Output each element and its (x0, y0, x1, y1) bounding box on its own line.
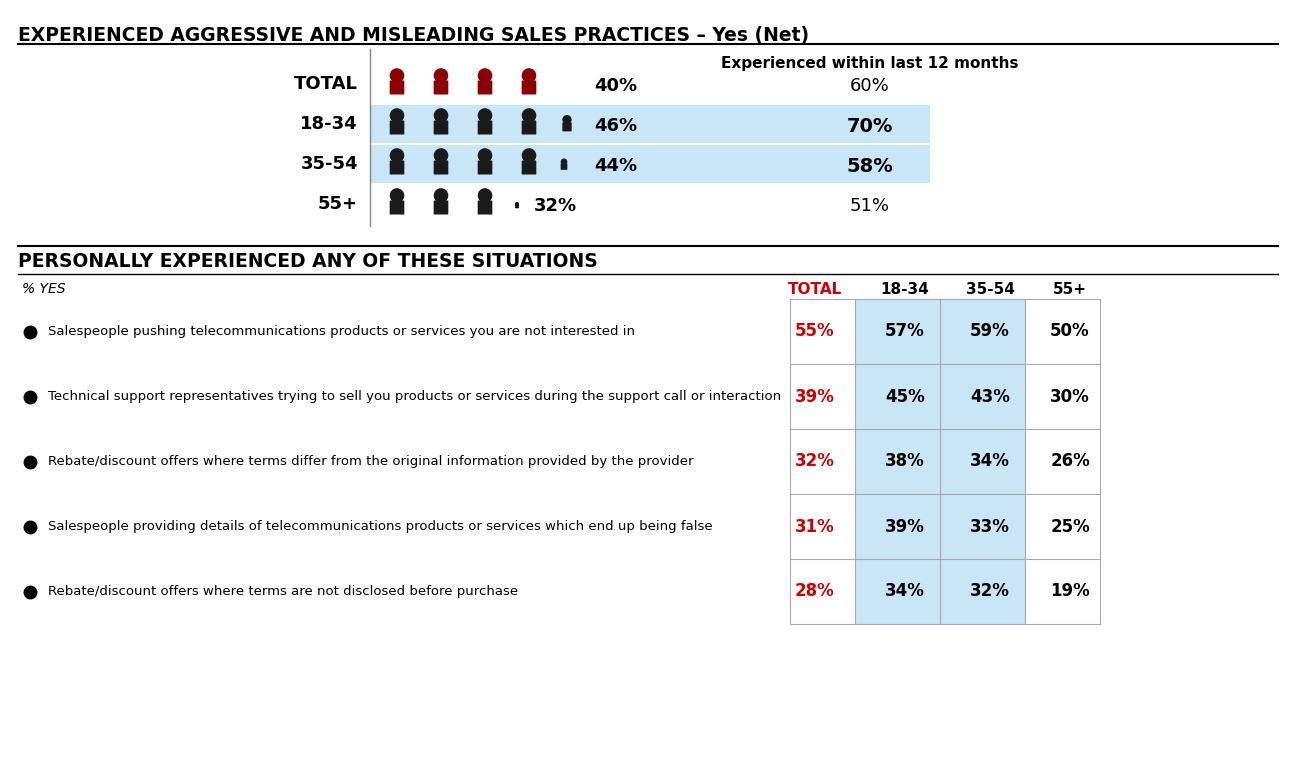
Text: 25%: 25% (1050, 518, 1090, 536)
Text: Salespeople providing details of telecommunications products or services which e: Salespeople providing details of telecom… (48, 520, 713, 533)
Text: 50%: 50% (1050, 323, 1090, 341)
Text: Rebate/discount offers where terms differ from the original information provided: Rebate/discount offers where terms diffe… (48, 455, 693, 468)
Text: Salespeople pushing telecommunications products or services you are not interest: Salespeople pushing telecommunications p… (48, 325, 635, 338)
FancyBboxPatch shape (522, 81, 535, 94)
Text: 59%: 59% (971, 323, 1010, 341)
Text: TOTAL: TOTAL (294, 75, 358, 93)
Text: 43%: 43% (971, 388, 1010, 406)
FancyBboxPatch shape (434, 201, 447, 214)
Circle shape (562, 116, 572, 124)
Circle shape (478, 149, 491, 162)
Text: 34%: 34% (885, 583, 925, 601)
FancyBboxPatch shape (855, 299, 940, 624)
FancyBboxPatch shape (478, 81, 491, 94)
Circle shape (478, 109, 491, 122)
Text: 57%: 57% (885, 323, 925, 341)
Text: 55%: 55% (796, 323, 835, 341)
Text: 30%: 30% (1050, 388, 1090, 406)
FancyBboxPatch shape (434, 122, 447, 134)
Text: EXPERIENCED AGGRESSIVE AND MISLEADING SALES PRACTICES – Yes (Net): EXPERIENCED AGGRESSIVE AND MISLEADING SA… (18, 26, 809, 45)
Circle shape (516, 203, 518, 205)
Text: Experienced within last 12 months: Experienced within last 12 months (722, 56, 1019, 71)
Circle shape (434, 69, 447, 82)
FancyBboxPatch shape (478, 122, 491, 134)
FancyBboxPatch shape (522, 122, 535, 134)
Circle shape (522, 109, 535, 122)
Circle shape (434, 189, 447, 202)
FancyBboxPatch shape (434, 161, 447, 174)
Text: Technical support representatives trying to sell you products or services during: Technical support representatives trying… (48, 390, 781, 403)
Text: 18-34: 18-34 (880, 282, 929, 297)
Text: 28%: 28% (796, 583, 835, 601)
Circle shape (390, 149, 403, 162)
FancyBboxPatch shape (522, 161, 535, 174)
FancyBboxPatch shape (390, 161, 403, 174)
Text: 38%: 38% (885, 453, 925, 471)
Text: 32%: 32% (534, 197, 577, 215)
Text: 58%: 58% (846, 156, 893, 176)
Text: 35-54: 35-54 (301, 155, 358, 173)
Text: 18-34: 18-34 (301, 115, 358, 133)
Text: 60%: 60% (850, 77, 890, 95)
Text: 39%: 39% (885, 518, 925, 536)
Text: 19%: 19% (1050, 583, 1090, 601)
Text: 44%: 44% (595, 157, 638, 175)
Text: 40%: 40% (595, 77, 638, 95)
Text: 55+: 55+ (1052, 282, 1087, 297)
FancyBboxPatch shape (434, 81, 447, 94)
Text: 39%: 39% (794, 388, 835, 406)
FancyBboxPatch shape (369, 105, 931, 143)
FancyBboxPatch shape (478, 201, 491, 214)
Text: 35-54: 35-54 (966, 282, 1015, 297)
FancyBboxPatch shape (369, 145, 931, 183)
FancyBboxPatch shape (478, 161, 491, 174)
FancyBboxPatch shape (562, 123, 572, 131)
Text: 26%: 26% (1050, 453, 1090, 471)
Circle shape (478, 189, 491, 202)
FancyBboxPatch shape (940, 299, 1025, 624)
Text: PERSONALLY EXPERIENCED ANY OF THESE SITUATIONS: PERSONALLY EXPERIENCED ANY OF THESE SITU… (18, 252, 597, 271)
Text: Rebate/discount offers where terms are not disclosed before purchase: Rebate/discount offers where terms are n… (48, 585, 518, 598)
Text: 33%: 33% (971, 518, 1010, 536)
Text: 46%: 46% (595, 117, 638, 135)
Circle shape (522, 149, 535, 162)
Circle shape (390, 109, 403, 122)
Circle shape (434, 149, 447, 162)
Text: 55+: 55+ (318, 195, 358, 213)
Circle shape (434, 109, 447, 122)
Text: 45%: 45% (885, 388, 925, 406)
FancyBboxPatch shape (390, 122, 403, 134)
Text: 32%: 32% (794, 453, 835, 471)
Text: 70%: 70% (846, 117, 893, 135)
FancyBboxPatch shape (561, 164, 566, 170)
FancyBboxPatch shape (390, 81, 403, 94)
Text: % YES: % YES (22, 282, 66, 296)
Text: 32%: 32% (971, 583, 1010, 601)
FancyBboxPatch shape (390, 201, 403, 214)
Circle shape (390, 69, 403, 82)
FancyBboxPatch shape (516, 205, 518, 207)
Circle shape (522, 69, 535, 82)
Circle shape (390, 189, 403, 202)
Text: 51%: 51% (850, 197, 890, 215)
Text: TOTAL: TOTAL (788, 282, 842, 297)
Circle shape (478, 69, 491, 82)
Circle shape (561, 159, 566, 164)
Text: 34%: 34% (971, 453, 1010, 471)
Text: 31%: 31% (796, 518, 835, 536)
